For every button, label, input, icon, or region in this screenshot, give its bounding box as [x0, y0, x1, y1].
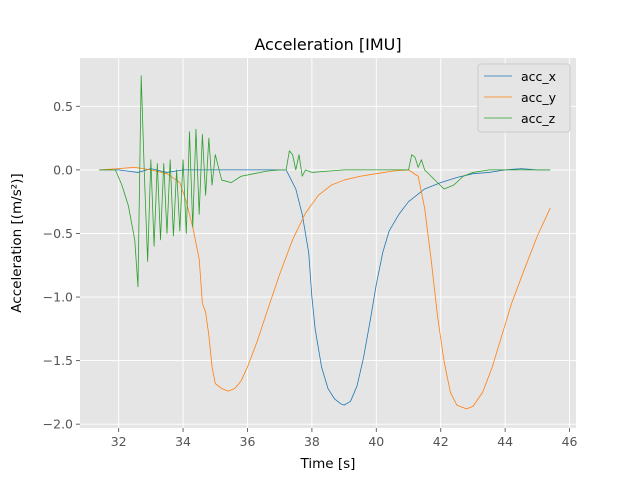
legend: acc_x acc_y acc_z [477, 63, 571, 133]
series-line-acc-x [99, 168, 551, 406]
x-tick-label: 46 [562, 434, 578, 449]
x-tick-label: 38 [304, 434, 320, 449]
y-tick-label: 0.5 [53, 99, 73, 114]
y-tick-label: −2.0 [43, 417, 73, 432]
x-tick-label: 40 [368, 434, 384, 449]
grid-lines [80, 58, 576, 428]
legend-label-acc-z: acc_z [521, 111, 556, 126]
legend-label-acc-x: acc_x [521, 69, 556, 84]
x-tick-label: 34 [175, 434, 191, 449]
y-tick-label: −0.5 [43, 226, 73, 241]
x-tick-label: 44 [497, 434, 513, 449]
x-tick-label: 42 [433, 434, 449, 449]
series-line-acc-y [99, 166, 551, 410]
legend-box [477, 63, 571, 133]
x-axis-label: Time [s] [300, 456, 356, 472]
series-line-acc-z [99, 75, 551, 288]
y-tick-label: −1.0 [43, 290, 73, 305]
x-axis-ticks: 32 34 36 38 40 42 44 46 [111, 428, 578, 449]
x-tick-label: 32 [111, 434, 127, 449]
x-tick-label: 36 [240, 434, 256, 449]
y-tick-label: 0.0 [53, 162, 73, 177]
series-layer [99, 75, 551, 410]
y-tick-label: −1.5 [43, 353, 73, 368]
chart-title: Acceleration [IMU] [254, 35, 401, 54]
y-axis-ticks: 0.5 0.0 −0.5 −1.0 −1.5 −2.0 [43, 99, 80, 432]
legend-label-acc-y: acc_y [521, 90, 557, 105]
y-axis-label: Acceleration [(m/s²)] [9, 173, 25, 312]
